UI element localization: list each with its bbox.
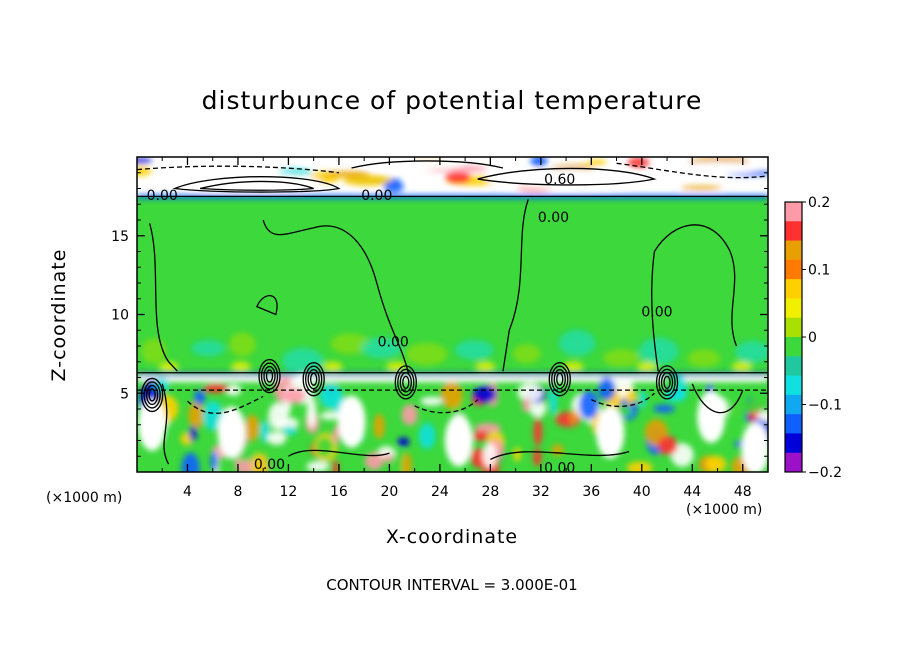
- contour-cluster: [399, 372, 412, 393]
- colorbar: 0.2 0.1 0 −0.1 −0.2: [784, 195, 842, 481]
- contour-line: [199, 180, 314, 191]
- contour-label: 0.60: [544, 172, 575, 188]
- x-unit-left: (×1000 m): [46, 490, 123, 506]
- x-tick-label: 40: [633, 484, 651, 500]
- contour-cluster: [556, 372, 564, 386]
- contour-cluster: [258, 358, 281, 394]
- contour-label: 0.00: [254, 457, 285, 473]
- colorbar-segment: [785, 317, 802, 338]
- colorbar-tick-label: −0.1: [808, 398, 842, 414]
- contour-cluster: [548, 362, 571, 397]
- colorbar-segment: [785, 259, 802, 280]
- contour-line: [653, 224, 738, 347]
- x-tick-label: 48: [734, 484, 752, 500]
- contour-label: 0.00: [361, 188, 392, 204]
- x-tick-label: 16: [330, 484, 348, 500]
- contour-cluster: [302, 362, 325, 397]
- contour-cluster: [145, 384, 159, 406]
- contour-label: 0.00: [378, 334, 409, 350]
- x-axis-label: X-coordinate: [385, 526, 519, 548]
- contour-line: [172, 176, 341, 193]
- contour-line: [691, 383, 744, 414]
- contour-label: 0.00: [544, 460, 575, 476]
- contour-line: [256, 295, 278, 316]
- contour-cluster: [394, 365, 417, 400]
- contour-label: 0.00: [538, 210, 569, 226]
- x-tick-label: 8: [233, 484, 242, 500]
- contour-cluster: [265, 369, 274, 383]
- contour-line: [161, 383, 170, 465]
- colorbar-tick-label: 0.2: [808, 195, 830, 211]
- colorbar-segment: [785, 433, 802, 454]
- contour-cluster: [310, 372, 318, 386]
- contour-cluster: [263, 365, 276, 387]
- contour-label: 0.00: [147, 188, 178, 204]
- contour-cluster: [655, 365, 679, 400]
- contour-lines: [137, 160, 768, 465]
- y-tick-label: 15: [111, 229, 129, 245]
- x-tick-label: 20: [380, 484, 398, 500]
- field-blobs: [137, 157, 768, 472]
- negative-contour: [616, 162, 768, 179]
- colorbar-segment: [785, 356, 802, 377]
- y-tick-label: 5: [120, 386, 129, 402]
- contour-line: [262, 219, 409, 373]
- y-axis-label: Z-coordinate: [48, 248, 70, 382]
- colorbar-segment: [785, 414, 802, 434]
- contour-line: [351, 160, 504, 169]
- negative-contours: [137, 162, 768, 414]
- x-tick-label: 32: [532, 484, 550, 500]
- y-tick-label: 10: [111, 308, 129, 324]
- colorbar-tick-label: 0: [808, 330, 817, 346]
- colorbar-segment: [785, 337, 802, 357]
- contour-cluster: [402, 375, 410, 390]
- contour-cluster: [553, 369, 566, 390]
- contour-interval-note: CONTOUR INTERVAL = 3.000E-01: [326, 576, 578, 594]
- negative-contour: [187, 395, 264, 414]
- colorbar-tick-label: 0.1: [808, 263, 830, 279]
- x-tick-label: 36: [582, 484, 600, 500]
- colorbar-segment: [785, 375, 802, 396]
- contour-cluster: [658, 368, 676, 397]
- contour-cluster: [551, 365, 569, 393]
- contour-cluster: [143, 381, 161, 409]
- contour-cluster: [148, 388, 156, 402]
- contour-cluster: [660, 372, 674, 393]
- contour-line: [148, 222, 178, 372]
- contour-label: 0.00: [641, 304, 672, 320]
- contour-cluster: [397, 368, 415, 397]
- negative-contour: [137, 165, 340, 174]
- contour-cluster: [140, 377, 164, 413]
- contour-cluster: [260, 362, 279, 390]
- contour-line: [477, 167, 657, 186]
- colorbar-segment: [785, 394, 802, 415]
- colorbar-segment: [785, 202, 802, 222]
- contour-line: [502, 199, 529, 372]
- colorbar-segment: [785, 279, 802, 299]
- colorbar-segment: [785, 298, 802, 319]
- x-unit-right: (×1000 m): [686, 502, 763, 518]
- contour-cluster: [307, 369, 320, 390]
- chart-title: disturbunce of potential temperature: [201, 86, 703, 115]
- x-tick-label: 12: [280, 484, 298, 500]
- x-tick-label: 4: [183, 484, 192, 500]
- x-tick-label: 44: [683, 484, 701, 500]
- colorbar-segment: [785, 240, 802, 261]
- colorbar-segment: [785, 221, 802, 242]
- contour-line: [288, 449, 390, 457]
- contour-cluster: [305, 365, 323, 393]
- contour-cluster: [663, 375, 671, 390]
- x-tick-label: 24: [431, 484, 449, 500]
- contour-labels: 0.60 0.00 0.00 0.00 0.00 0.00 0.00 0.00: [147, 172, 673, 476]
- colorbar-tick-label: −0.2: [808, 465, 842, 481]
- colorbar-segment: [785, 452, 802, 473]
- x-tick-label: 28: [481, 484, 499, 500]
- contour-line: [490, 450, 630, 460]
- heatmap-field: [137, 157, 768, 472]
- contour-line: [651, 251, 659, 372]
